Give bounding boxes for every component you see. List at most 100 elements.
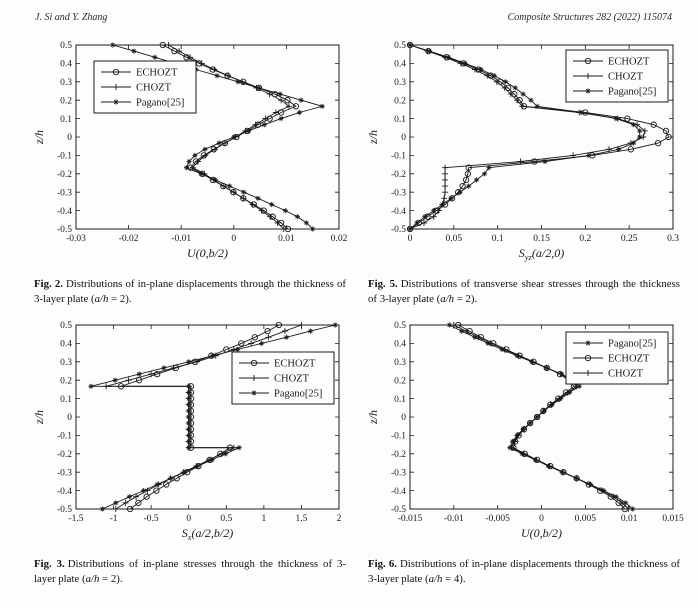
fig6-caption-math: a/h bbox=[428, 572, 443, 585]
fig2-caption-tail: = 2). bbox=[108, 292, 132, 305]
svg-text:-0.5: -0.5 bbox=[57, 225, 72, 235]
fig5-plot: 0 0.05 0.1 0.15 0.2 0.25 0.3 -0.5 -0.4 -0.3 -0.2 -0… bbox=[364, 35, 686, 271]
svg-text:0: 0 bbox=[186, 514, 191, 524]
svg-text:-0.4: -0.4 bbox=[391, 487, 406, 497]
svg-text:-0.1: -0.1 bbox=[57, 152, 72, 162]
fig5-caption-tail: = 2). bbox=[454, 292, 478, 305]
fig6-caption: Fig. 6. Distributions of in-plane displac… bbox=[368, 557, 680, 587]
svg-text:0.4: 0.4 bbox=[394, 60, 406, 70]
svg-text:-0.1: -0.1 bbox=[57, 431, 72, 441]
figure-2: -0.03 -0.02 -0.01 0 0.01 0.02 -0.5 -0.4 -0.3 -0.2… bbox=[30, 35, 352, 307]
svg-text:0.1: 0.1 bbox=[394, 395, 406, 405]
svg-text:Pagano[25]: Pagano[25] bbox=[136, 98, 184, 109]
svg-text:-0.02: -0.02 bbox=[119, 234, 139, 244]
svg-text:-0.5: -0.5 bbox=[57, 505, 72, 515]
y-axis-label: z/h bbox=[366, 410, 380, 425]
fig3-caption-tail: = 2). bbox=[99, 572, 123, 585]
svg-text:-0.2: -0.2 bbox=[57, 170, 72, 180]
fig3-caption-math: a/h bbox=[85, 572, 100, 585]
svg-text:0: 0 bbox=[539, 514, 544, 524]
svg-text:0.3: 0.3 bbox=[60, 78, 72, 88]
x-axis-label: Syz(a/2,0) bbox=[519, 246, 564, 262]
fig3-plot: -1.5 -1 -0.5 0 0.5 1 1.5 2 -0.5 -0.4 -0.3 -0.2 -0.1 0… bbox=[30, 314, 352, 551]
figure-6: -0.015 -0.01 -0.005 0 0.005 0.01 0.015 -0.5 -0.4… bbox=[364, 314, 686, 587]
svg-text:-0.01: -0.01 bbox=[444, 514, 464, 524]
svg-text:-0.2: -0.2 bbox=[391, 450, 406, 460]
svg-text:-0.4: -0.4 bbox=[57, 207, 72, 217]
legend: Pagano[25] ECHOZT CHOZT bbox=[565, 331, 669, 385]
fig3-caption-label: Fig. 3. bbox=[34, 557, 65, 570]
legend: ECHOZT CHOZT Pagano[25] bbox=[231, 351, 335, 405]
fig5-caption-math: a/h bbox=[440, 292, 455, 305]
fig3-caption-body: Distributions of in-plane stresses throu… bbox=[34, 557, 346, 585]
fig6-caption-tail: = 4). bbox=[442, 572, 466, 585]
svg-text:0.01: 0.01 bbox=[278, 234, 295, 244]
svg-text:-0.01: -0.01 bbox=[171, 234, 191, 244]
legend: ECHOZT CHOZT Pagano[25] bbox=[565, 49, 669, 103]
svg-text:Pagano[25]: Pagano[25] bbox=[608, 338, 656, 349]
svg-text:0: 0 bbox=[67, 133, 72, 143]
svg-text:-0.2: -0.2 bbox=[391, 170, 406, 180]
svg-text:0.5: 0.5 bbox=[60, 41, 72, 51]
y-axis-label: z/h bbox=[32, 410, 46, 425]
svg-text:ECHOZT: ECHOZT bbox=[608, 57, 650, 68]
svg-text:-0.4: -0.4 bbox=[57, 487, 72, 497]
svg-text:-0.5: -0.5 bbox=[144, 514, 159, 524]
svg-text:Pagano[25]: Pagano[25] bbox=[274, 388, 322, 399]
svg-text:0.3: 0.3 bbox=[60, 358, 72, 368]
svg-text:-0.5: -0.5 bbox=[391, 225, 406, 235]
svg-text:0.005: 0.005 bbox=[575, 514, 597, 524]
x-axis-label: U(0,b/2) bbox=[521, 526, 562, 540]
svg-text:0.1: 0.1 bbox=[60, 395, 72, 405]
legend: ECHOZT CHOZT Pagano[25] bbox=[93, 60, 197, 114]
svg-text:CHOZT: CHOZT bbox=[608, 72, 644, 83]
svg-text:-0.015: -0.015 bbox=[398, 514, 423, 524]
svg-text:CHOZT: CHOZT bbox=[608, 368, 644, 379]
y-axis-label: z/h bbox=[366, 130, 380, 145]
svg-text:0.2: 0.2 bbox=[394, 376, 406, 386]
figure-3: -1.5 -1 -0.5 0 0.5 1 1.5 2 -0.5 -0.4 -0.3 -0.2 -0.1 0… bbox=[30, 314, 352, 587]
svg-text:0.4: 0.4 bbox=[60, 60, 72, 70]
svg-text:0.5: 0.5 bbox=[394, 41, 406, 51]
fig2-caption-math: a/h bbox=[94, 292, 109, 305]
svg-text:0.2: 0.2 bbox=[579, 234, 591, 244]
svg-text:-0.1: -0.1 bbox=[391, 152, 406, 162]
svg-text:0: 0 bbox=[231, 234, 236, 244]
svg-text:-0.3: -0.3 bbox=[57, 188, 72, 198]
svg-text:Pagano[25]: Pagano[25] bbox=[608, 87, 656, 98]
svg-text:-0.3: -0.3 bbox=[391, 468, 406, 478]
figure-grid: -0.03 -0.02 -0.01 0 0.01 0.02 -0.5 -0.4 -0.3 -0.2… bbox=[30, 35, 698, 587]
fig6-caption-label: Fig. 6. bbox=[368, 557, 397, 570]
svg-text:0.2: 0.2 bbox=[60, 96, 72, 106]
svg-text:ECHOZT: ECHOZT bbox=[608, 353, 650, 364]
svg-text:0.2: 0.2 bbox=[394, 96, 406, 106]
fig2-caption-body: Distributions of in-plane displacements … bbox=[34, 278, 346, 305]
header-journal-ref: Composite Structures 282 (2022) 115074 bbox=[507, 12, 672, 23]
svg-text:-0.03: -0.03 bbox=[66, 234, 86, 244]
fig6-caption-body: Distributions of in-plane displacements … bbox=[368, 557, 680, 585]
svg-text:0.02: 0.02 bbox=[331, 234, 348, 244]
fig5-caption-body: Distributions of transverse shear stress… bbox=[368, 278, 680, 305]
svg-text:0.1: 0.1 bbox=[60, 115, 72, 125]
svg-text:0.1: 0.1 bbox=[394, 115, 406, 125]
svg-text:0: 0 bbox=[67, 413, 72, 423]
svg-text:-0.5: -0.5 bbox=[391, 505, 406, 515]
svg-text:0: 0 bbox=[401, 413, 406, 423]
series-Pagano[25] bbox=[110, 42, 325, 232]
svg-text:0.05: 0.05 bbox=[446, 234, 463, 244]
svg-text:0.3: 0.3 bbox=[394, 358, 406, 368]
y-axis-label: z/h bbox=[32, 130, 46, 145]
fig2-plot: -0.03 -0.02 -0.01 0 0.01 0.02 -0.5 -0.4 -0.3 -0.2… bbox=[30, 35, 352, 271]
svg-text:-0.4: -0.4 bbox=[391, 207, 406, 217]
fig3-caption: Fig. 3. Distributions of in-plane stresse… bbox=[34, 557, 346, 587]
svg-text:0: 0 bbox=[408, 234, 413, 244]
fig2-caption: Fig. 2. Distributions of in-plane displac… bbox=[34, 277, 346, 307]
svg-text:0.15: 0.15 bbox=[533, 234, 550, 244]
svg-text:0.2: 0.2 bbox=[60, 376, 72, 386]
svg-text:-0.3: -0.3 bbox=[391, 188, 406, 198]
x-axis-label: U(0,b/2) bbox=[187, 246, 228, 260]
series-CHOZT bbox=[450, 321, 632, 512]
svg-text:CHOZT: CHOZT bbox=[274, 373, 310, 384]
svg-text:0: 0 bbox=[401, 133, 406, 143]
x-axis-label: Sx(a/2,b/2) bbox=[182, 526, 233, 542]
